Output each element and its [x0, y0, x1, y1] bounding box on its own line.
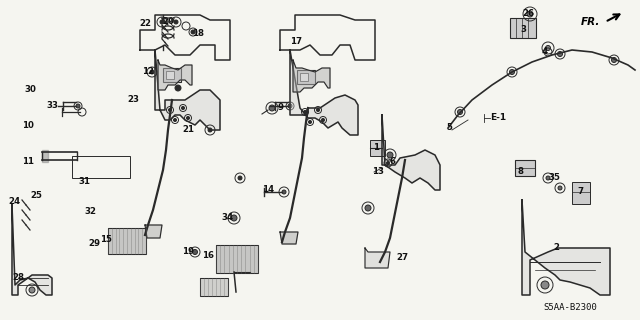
Polygon shape [145, 225, 162, 238]
Text: 31: 31 [78, 178, 90, 187]
Text: 30: 30 [24, 85, 36, 94]
Text: E-1: E-1 [490, 114, 506, 123]
Text: S5AA-B2300: S5AA-B2300 [543, 303, 597, 313]
Polygon shape [522, 200, 610, 295]
Circle shape [174, 20, 178, 24]
Circle shape [168, 108, 172, 111]
Circle shape [303, 110, 307, 114]
Circle shape [546, 176, 550, 180]
Circle shape [509, 69, 515, 75]
Text: 25: 25 [30, 191, 42, 201]
Circle shape [150, 70, 154, 74]
Circle shape [76, 104, 80, 108]
Text: 23: 23 [127, 95, 139, 105]
Bar [163, 68, 181, 82]
Text: 13: 13 [372, 167, 384, 177]
Text: 32: 32 [84, 207, 96, 217]
Polygon shape [280, 232, 298, 244]
Polygon shape [155, 50, 220, 130]
Circle shape [321, 118, 324, 122]
Polygon shape [382, 115, 440, 190]
Text: 10: 10 [22, 122, 34, 131]
Circle shape [282, 190, 286, 194]
Text: 5: 5 [446, 124, 452, 132]
Bar [300, 73, 308, 81]
Text: 22: 22 [139, 20, 151, 28]
Polygon shape [42, 150, 48, 162]
Text: 12: 12 [142, 68, 154, 76]
Text: 8: 8 [518, 167, 524, 177]
Polygon shape [365, 248, 390, 268]
Text: 14: 14 [262, 186, 274, 195]
Circle shape [175, 85, 181, 91]
Text: 28: 28 [12, 274, 24, 283]
Bar [515, 160, 535, 176]
Circle shape [527, 11, 533, 17]
Circle shape [160, 20, 164, 24]
Circle shape [541, 281, 549, 289]
Circle shape [387, 152, 393, 158]
Text: 9: 9 [277, 103, 283, 113]
Circle shape [365, 205, 371, 211]
Circle shape [308, 121, 312, 124]
Text: 20: 20 [162, 18, 174, 27]
Circle shape [186, 116, 189, 119]
Polygon shape [12, 205, 52, 295]
Circle shape [558, 186, 562, 190]
Circle shape [29, 287, 35, 293]
Text: 29: 29 [88, 239, 100, 249]
Circle shape [611, 58, 616, 62]
Bar [572, 182, 590, 204]
Text: 27: 27 [396, 253, 408, 262]
Bar [72, 156, 130, 178]
Circle shape [238, 176, 242, 180]
Text: 33: 33 [46, 101, 58, 110]
Circle shape [208, 128, 212, 132]
Text: FR.: FR. [580, 17, 600, 27]
Text: 17: 17 [290, 37, 302, 46]
Polygon shape [200, 278, 228, 296]
Circle shape [193, 250, 198, 254]
Text: 18: 18 [192, 29, 204, 38]
Text: 15: 15 [100, 236, 112, 244]
Polygon shape [108, 228, 146, 254]
Circle shape [317, 108, 319, 111]
Text: 6: 6 [389, 157, 395, 166]
Polygon shape [158, 60, 192, 90]
Bar [370, 140, 385, 156]
Bar [166, 71, 174, 79]
Text: 4: 4 [542, 47, 548, 57]
Bar [510, 18, 536, 38]
Text: 11: 11 [22, 157, 34, 166]
Circle shape [269, 105, 275, 111]
Circle shape [173, 118, 177, 122]
Circle shape [182, 107, 184, 109]
Polygon shape [216, 245, 258, 273]
Text: 24: 24 [8, 197, 20, 206]
Text: 34: 34 [222, 213, 234, 222]
Text: 26: 26 [522, 10, 534, 19]
Circle shape [458, 109, 463, 115]
Text: 16: 16 [202, 251, 214, 260]
Polygon shape [290, 50, 358, 135]
Circle shape [557, 52, 563, 57]
Polygon shape [293, 60, 330, 92]
Text: 19: 19 [182, 247, 194, 257]
Text: 1: 1 [373, 143, 379, 153]
Text: 35: 35 [548, 173, 560, 182]
Circle shape [387, 162, 390, 164]
Circle shape [231, 215, 237, 221]
Text: 3: 3 [520, 26, 526, 35]
Text: 2: 2 [553, 244, 559, 252]
Text: 7: 7 [577, 188, 583, 196]
Bar [297, 70, 315, 84]
Text: 21: 21 [182, 125, 194, 134]
Circle shape [191, 30, 195, 34]
Circle shape [288, 104, 292, 108]
Circle shape [545, 45, 550, 51]
